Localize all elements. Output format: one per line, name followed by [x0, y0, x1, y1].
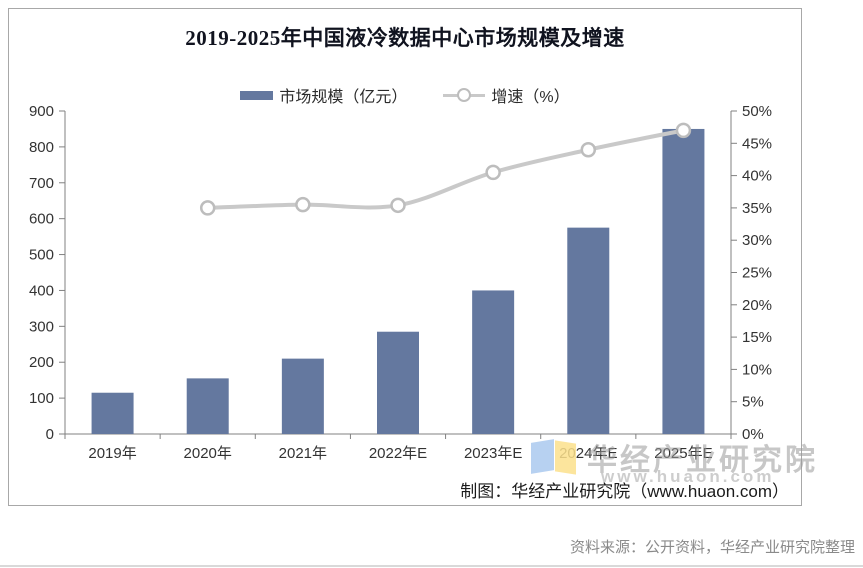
bar-2019年 [91, 392, 134, 434]
y-axis-right-label: 45% [742, 135, 772, 152]
bar-2025年E [662, 128, 705, 434]
chart-title: 2019-2025年中国液冷数据中心市场规模及增速 [185, 26, 625, 50]
y-axis-left-label: 200 [29, 354, 54, 371]
y-axis-left-label: 400 [29, 282, 54, 299]
growth-line-marker [199, 200, 216, 216]
y-axis-right-label: 30% [742, 232, 772, 249]
x-axis-label: 2023年E [464, 445, 522, 462]
x-axis-label: 2025年E [654, 445, 712, 462]
y-axis-right-label: 20% [742, 297, 772, 314]
y-axis-right-label: 0% [742, 426, 764, 443]
x-axis-label: 2020年 [184, 445, 232, 462]
chart-card: 2019-2025年中国液冷数据中心市场规模及增速 市场规模（亿元） 增速（%）… [8, 8, 818, 506]
legend-label-market-size: 市场规模（亿元） [279, 89, 408, 106]
legend-item-growth-rate: 增速（%） [443, 83, 570, 107]
watermark-url: www.huaon.com [601, 467, 775, 486]
y-axis-right-label: 10% [742, 361, 772, 378]
chart-canvas: 0 100 200 300 400 500 600 700 800 900 0% 5% 10% 15% 20… [29, 103, 772, 462]
y-axis-right-label: 35% [742, 200, 772, 217]
legend-label-growth-rate: 增速（%） [491, 89, 570, 106]
growth-line-marker [580, 142, 597, 158]
x-axis-label: 2019年 [88, 445, 136, 462]
y-axis-left-label: 700 [29, 175, 54, 192]
watermark-text: 华经产业研究院 [587, 444, 818, 477]
huaon-logo-icon [531, 437, 587, 481]
legend-item-market-size: 市场规模（亿元） [240, 83, 407, 107]
y-axis-right-label: 15% [742, 329, 772, 346]
y-axis-right-label: 50% [742, 103, 772, 120]
growth-line-marker [485, 164, 501, 181]
chart-legend: 市场规模（亿元） 增速（%） [9, 83, 801, 107]
growth-line-marker [390, 197, 406, 214]
growth-line-marker [675, 122, 692, 139]
y-axis-left-label: 900 [29, 103, 54, 120]
y-axis-left-label: 600 [29, 211, 54, 228]
bar-2024年E [567, 227, 610, 434]
growth-line [205, 128, 686, 210]
bar-2022年E [377, 331, 419, 434]
growth-line-marker [295, 196, 311, 213]
x-axis-label: 2021年 [279, 445, 327, 462]
x-axis-label: 2022年E [369, 445, 427, 462]
y-axis-right-label: 5% [742, 394, 764, 411]
page-divider [0, 565, 863, 567]
y-axis-right-label: 40% [742, 168, 772, 185]
chart-credit: 制图：华经产业研究院（www.huaon.com） [460, 482, 789, 501]
bar-2021年 [281, 358, 324, 434]
y-axis-left-label: 500 [29, 247, 54, 264]
line-series-swatch-icon [443, 88, 486, 102]
y-axis-left-label: 0 [46, 426, 54, 443]
y-axis-right-label: 25% [742, 265, 772, 282]
y-axis-left-label: 100 [29, 390, 54, 407]
y-axis-left-label: 800 [29, 139, 54, 156]
bar-2023年E [472, 290, 515, 434]
bar-series-swatch-icon [240, 90, 274, 100]
data-source-note: 资料来源：公开资料，华经产业研究院整理 [569, 539, 855, 556]
y-axis-left-label: 300 [29, 318, 54, 335]
bar-2020年 [186, 378, 229, 434]
